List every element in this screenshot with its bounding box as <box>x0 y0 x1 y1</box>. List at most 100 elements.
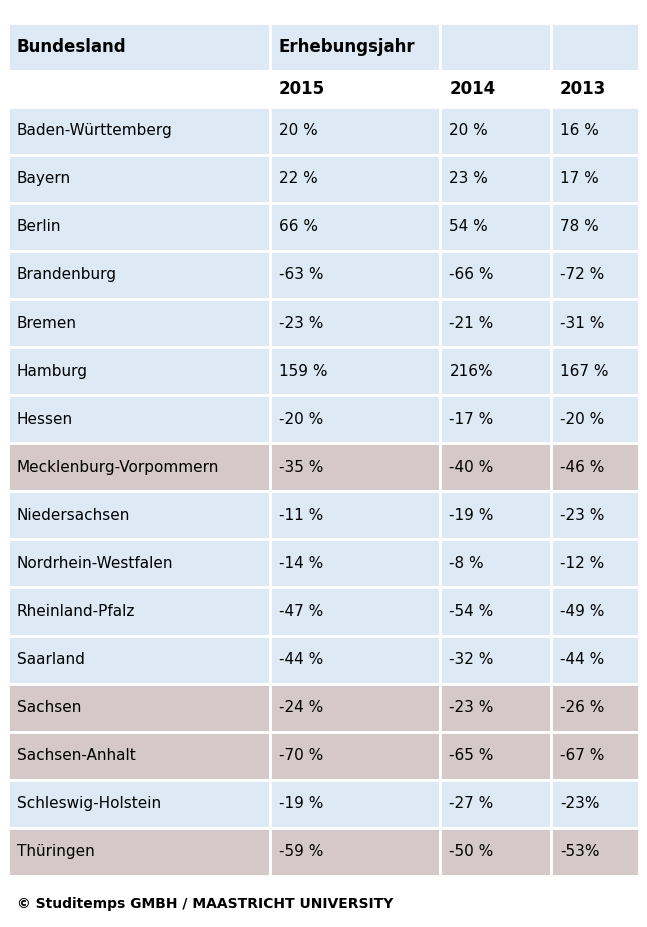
Bar <box>270 636 441 684</box>
Text: © Studitemps GMBH / MAASTRICHT UNIVERSITY: © Studitemps GMBH / MAASTRICHT UNIVERSIT… <box>17 897 393 911</box>
Text: -46 %: -46 % <box>560 460 604 475</box>
Text: -53%: -53% <box>560 844 599 859</box>
Text: -65 %: -65 % <box>450 748 494 763</box>
Text: -23 %: -23 % <box>279 315 324 331</box>
Bar <box>270 155 441 203</box>
Bar <box>8 23 270 71</box>
Text: 16 %: 16 % <box>560 123 598 138</box>
Text: Hessen: Hessen <box>17 412 73 426</box>
Bar <box>8 395 270 443</box>
Text: Berlin: Berlin <box>17 220 61 235</box>
Bar <box>551 491 639 540</box>
Bar <box>8 491 270 540</box>
Text: Hamburg: Hamburg <box>17 363 88 378</box>
Bar <box>270 251 441 299</box>
Bar <box>551 731 639 780</box>
Text: -8 %: -8 % <box>450 556 484 571</box>
Bar <box>8 540 270 588</box>
Bar <box>270 107 441 155</box>
Bar <box>270 828 441 876</box>
Bar <box>8 251 270 299</box>
Bar <box>551 155 639 203</box>
Text: -23%: -23% <box>560 796 599 811</box>
Text: Erhebungsjahr: Erhebungsjahr <box>279 38 415 57</box>
Bar <box>270 683 441 731</box>
Text: -59 %: -59 % <box>279 844 324 859</box>
Text: -40 %: -40 % <box>450 460 494 475</box>
Bar <box>270 71 441 107</box>
Text: 216%: 216% <box>450 363 493 378</box>
Bar <box>8 298 270 347</box>
Bar <box>270 731 441 780</box>
Text: 2015: 2015 <box>279 80 325 98</box>
Bar <box>270 347 441 395</box>
Bar <box>551 203 639 251</box>
Bar <box>441 588 551 636</box>
Text: -31 %: -31 % <box>560 315 604 331</box>
Bar <box>8 780 270 828</box>
Text: 167 %: 167 % <box>560 363 608 378</box>
Bar <box>551 251 639 299</box>
Text: -14 %: -14 % <box>279 556 323 571</box>
Text: -47 %: -47 % <box>279 604 323 619</box>
Text: 17 %: 17 % <box>560 171 598 186</box>
Bar <box>270 443 441 491</box>
Text: -44 %: -44 % <box>279 652 323 667</box>
Bar <box>441 443 551 491</box>
Bar <box>441 298 551 347</box>
Text: -66 %: -66 % <box>450 267 494 283</box>
Bar <box>551 395 639 443</box>
Text: -27 %: -27 % <box>450 796 494 811</box>
Text: Saarland: Saarland <box>17 652 85 667</box>
Bar <box>270 588 441 636</box>
Bar <box>551 23 639 71</box>
Text: -24 %: -24 % <box>279 700 323 716</box>
Bar <box>441 828 551 876</box>
Text: -72 %: -72 % <box>560 267 604 283</box>
Bar <box>270 298 441 347</box>
Text: 159 %: 159 % <box>279 363 327 378</box>
Text: -26 %: -26 % <box>560 700 604 716</box>
Text: -63 %: -63 % <box>279 267 324 283</box>
Bar <box>270 23 441 71</box>
Text: -44 %: -44 % <box>560 652 604 667</box>
Text: 78 %: 78 % <box>560 220 598 235</box>
Bar <box>551 347 639 395</box>
Bar <box>8 155 270 203</box>
Text: -70 %: -70 % <box>279 748 323 763</box>
Text: Schleswig-Holstein: Schleswig-Holstein <box>17 796 161 811</box>
Text: -19 %: -19 % <box>450 508 494 523</box>
Bar <box>8 347 270 395</box>
Bar <box>270 491 441 540</box>
Text: -32 %: -32 % <box>450 652 494 667</box>
Bar <box>441 203 551 251</box>
Bar <box>441 347 551 395</box>
Bar <box>551 588 639 636</box>
Text: 23 %: 23 % <box>450 171 488 186</box>
Bar <box>8 71 270 107</box>
Text: -35 %: -35 % <box>279 460 324 475</box>
Bar <box>8 203 270 251</box>
Text: 2013: 2013 <box>560 80 606 98</box>
Text: Baden-Württemberg: Baden-Württemberg <box>17 123 173 138</box>
Bar <box>551 298 639 347</box>
Bar <box>441 107 551 155</box>
Bar <box>551 828 639 876</box>
Bar <box>8 731 270 780</box>
Text: Sachsen: Sachsen <box>17 700 81 716</box>
Bar <box>551 71 639 107</box>
Text: Mecklenburg-Vorpommern: Mecklenburg-Vorpommern <box>17 460 219 475</box>
Bar <box>441 71 551 107</box>
Text: -67 %: -67 % <box>560 748 604 763</box>
Bar <box>551 780 639 828</box>
Bar <box>441 395 551 443</box>
Text: Bremen: Bremen <box>17 315 77 331</box>
Text: Brandenburg: Brandenburg <box>17 267 117 283</box>
Text: 22 %: 22 % <box>279 171 318 186</box>
Text: -20 %: -20 % <box>560 412 604 426</box>
Bar <box>441 780 551 828</box>
Text: 66 %: 66 % <box>279 220 318 235</box>
Text: Rheinland-Pfalz: Rheinland-Pfalz <box>17 604 135 619</box>
Text: Nordrhein-Westfalen: Nordrhein-Westfalen <box>17 556 173 571</box>
Bar <box>441 23 551 71</box>
